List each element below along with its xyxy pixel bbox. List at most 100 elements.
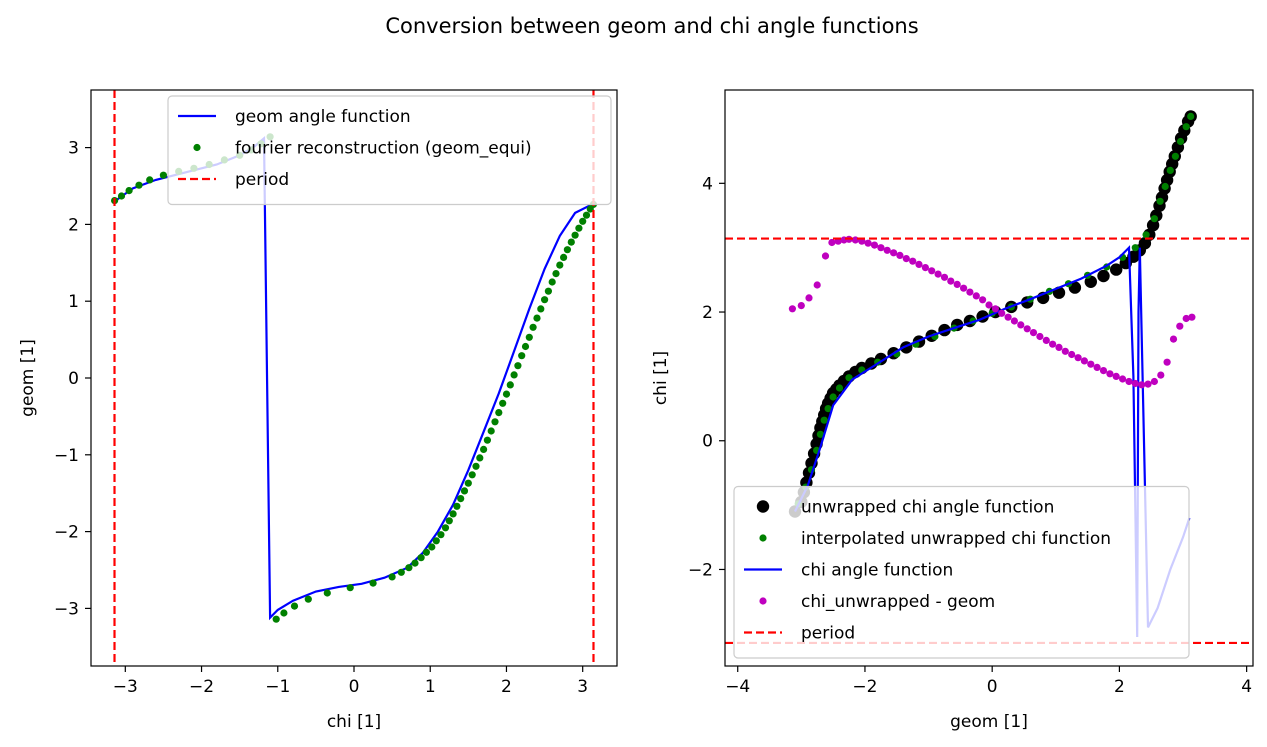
series-chi-unwrapped-geom-point	[1157, 371, 1165, 379]
series-chi-unwrapped-geom-point	[805, 294, 813, 302]
series-fourier-reconstruction-geom-equi-point	[464, 479, 472, 487]
legend-label: chi angle function	[801, 561, 953, 581]
series-fourier-reconstruction-geom-equi-point	[304, 595, 312, 603]
series-chi-unwrapped-geom-point	[1087, 360, 1095, 368]
series-chi-unwrapped-geom-point	[947, 277, 955, 285]
legend-handle-marker	[756, 500, 770, 513]
series-chi-unwrapped-geom-point	[1125, 377, 1133, 386]
legend-handle-marker	[759, 597, 767, 605]
series-fourier-reconstruction-geom-equi-point	[487, 427, 495, 435]
y-tick-label: −2	[688, 560, 713, 580]
series-chi-unwrapped-geom-point	[1080, 357, 1088, 365]
x-tick-label: −3	[113, 677, 138, 697]
x-tick-label: 0	[349, 677, 360, 697]
series-chi-unwrapped-geom-point	[1144, 380, 1152, 388]
series-fourier-reconstruction-geom-equi-point	[397, 568, 405, 576]
series-fourier-reconstruction-geom-equi-point	[135, 181, 143, 189]
legend-box	[167, 95, 612, 206]
series-fourier-reconstruction-geom-equi-point	[521, 342, 530, 351]
series-fourier-reconstruction-geom-equi-point	[468, 471, 476, 479]
legend-label: period	[801, 624, 855, 644]
y-tick-label: 0	[68, 369, 79, 389]
legend-label: interpolated unwrapped chi function	[801, 529, 1111, 549]
series-fourier-reconstruction-geom-equi-point	[146, 176, 154, 184]
series-fourier-reconstruction-geom-equi-point	[533, 314, 541, 322]
series-fourier-reconstruction-geom-equi-point	[411, 559, 419, 567]
y-tick-label: −2	[54, 523, 79, 543]
series-chi-unwrapped-geom-point	[1010, 317, 1019, 325]
series-fourier-reconstruction-geom-equi-point	[499, 399, 507, 407]
series-chi-unwrapped-geom-point	[979, 296, 987, 304]
series-chi-unwrapped-geom-point	[1176, 322, 1184, 330]
series-fourier-reconstruction-geom-equi-point	[483, 436, 491, 444]
series-chi-unwrapped-geom-point	[1017, 321, 1025, 329]
series-interpolated-unwrapped-chi-function-point	[1187, 112, 1195, 120]
x-tick-label: 0	[987, 677, 998, 697]
series-chi-unwrapped-geom-point	[915, 260, 923, 268]
series-interpolated-unwrapped-chi-function-point	[1156, 197, 1164, 205]
series-interpolated-unwrapped-chi-function-point	[816, 430, 825, 438]
y-tick-label: 0	[702, 432, 713, 452]
series-fourier-reconstruction-geom-equi-point	[417, 554, 425, 562]
series-fourier-reconstruction-geom-equi-point	[480, 445, 488, 453]
y-axis-label: chi [1]	[651, 351, 671, 405]
legend-label: unwrapped chi angle function	[801, 498, 1054, 518]
series-chi-unwrapped-geom-point	[813, 281, 821, 289]
series-fourier-reconstruction-geom-equi-point	[280, 609, 288, 617]
series-interpolated-unwrapped-chi-function-point	[835, 384, 844, 392]
series-chi-unwrapped-geom-point	[1112, 372, 1120, 380]
series-fourier-reconstruction-geom-equi-point	[457, 495, 465, 503]
series-interpolated-unwrapped-chi-function-point	[1142, 231, 1150, 239]
series-chi-unwrapped-geom-point	[928, 267, 936, 275]
series-chi-unwrapped-geom-point	[1169, 335, 1178, 343]
x-tick-label: 2	[501, 677, 512, 697]
x-tick-label: −2	[852, 677, 877, 697]
series-chi-unwrapped-geom-point	[991, 305, 1000, 313]
series-fourier-reconstruction-geom-equi-point	[117, 192, 126, 200]
series-chi-unwrapped-geom-point	[1055, 343, 1063, 351]
series-chi-unwrapped-geom-point	[896, 251, 904, 259]
series-chi-unwrapped-geom-point	[985, 301, 993, 309]
series-chi-unwrapped-geom-point	[1131, 379, 1139, 388]
series-chi-unwrapped-geom-point	[940, 273, 949, 281]
series-interpolated-unwrapped-chi-function-point	[845, 374, 853, 382]
left-chart: −3 −2 −1 0 1 2 3 −3 −2 −1 0 1 2 3 chi [1] geom [1] geom …	[18, 89, 618, 732]
series-fourier-reconstruction-geom-equi-point	[506, 381, 514, 389]
series-fourier-reconstruction-geom-equi-point	[449, 510, 457, 518]
series-chi-unwrapped-geom-point	[788, 305, 797, 313]
series-chi-unwrapped-geom-point	[902, 255, 910, 263]
series-chi-unwrapped-geom-point	[1042, 336, 1050, 344]
series-fourier-reconstruction-geom-equi-point	[472, 462, 480, 470]
series-fourier-reconstruction-geom-equi-point	[290, 602, 299, 610]
series-fourier-reconstruction-geom-equi-point	[441, 524, 450, 532]
series-chi-unwrapped-geom-point	[864, 239, 872, 247]
y-tick-label: −1	[54, 446, 79, 466]
series-fourier-reconstruction-geom-equi-point	[556, 261, 564, 269]
legend-label: fourier reconstruction (geom_equi)	[235, 139, 532, 159]
series-fourier-reconstruction-geom-equi-point	[502, 390, 511, 398]
legend-label: period	[235, 170, 289, 190]
series-interpolated-unwrapped-chi-function-point	[1182, 123, 1190, 131]
series-interpolated-unwrapped-chi-function-point	[1161, 182, 1169, 191]
series-fourier-reconstruction-geom-equi-point	[514, 362, 522, 370]
series-chi-unwrapped-geom-point	[1036, 332, 1044, 341]
legend: geom angle function fourier reconstructio…	[167, 95, 612, 206]
legend: unwrapped chi angle function interpolated…	[733, 485, 1190, 659]
y-axis-label: geom [1]	[18, 339, 38, 417]
series-chi-unwrapped-geom-point	[1023, 325, 1031, 333]
series-interpolated-unwrapped-chi-function-point	[820, 416, 828, 424]
series-interpolated-unwrapped-chi-function-point	[1150, 215, 1158, 223]
series-chi-unwrapped-geom-point	[1068, 350, 1076, 359]
legend-label: geom angle function	[235, 107, 411, 127]
series-fourier-reconstruction-geom-equi-point	[491, 418, 499, 426]
series-chi-unwrapped-geom-point	[1182, 314, 1190, 323]
series-chi-unwrapped-geom-point	[909, 257, 917, 265]
series-fourier-reconstruction-geom-equi-point	[510, 371, 518, 379]
series-fourier-reconstruction-geom-equi-point	[563, 246, 572, 254]
series-interpolated-unwrapped-chi-function-point	[824, 405, 832, 413]
x-tick-label: 1	[425, 677, 436, 697]
series-fourier-reconstruction-geom-equi-point	[537, 305, 545, 313]
series-interpolated-unwrapped-chi-function-point	[1166, 166, 1174, 174]
y-tick-label: 1	[68, 292, 79, 312]
